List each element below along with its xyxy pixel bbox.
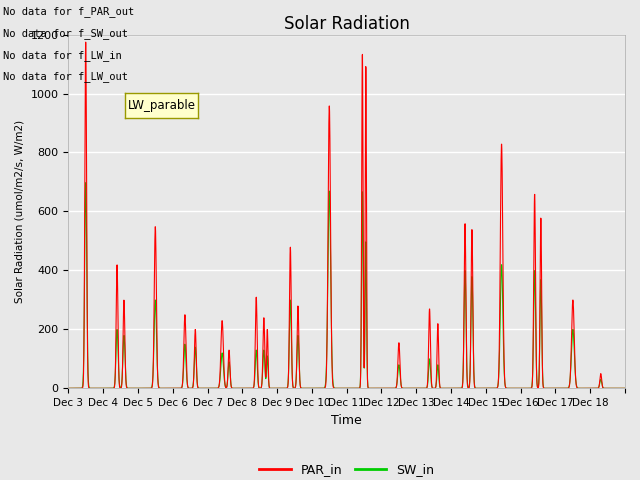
Line: SW_in: SW_in (68, 183, 625, 388)
Text: No data for f_LW_in: No data for f_LW_in (3, 49, 122, 60)
PAR_in (536, 283, 544, 288)
SW_in (82, 180, 90, 186)
SW_in (179, 381, 186, 387)
PAR_in (615, 385, 623, 391)
PAR_in (419, 385, 426, 391)
PAR_in (621, 385, 629, 391)
Legend: PAR_in, SW_in: PAR_in, SW_in (254, 458, 439, 480)
Text: No data for f_LW_out: No data for f_LW_out (3, 71, 128, 82)
PAR_in (82, 39, 90, 45)
Text: No data for f_SW_out: No data for f_SW_out (3, 28, 128, 39)
Text: LW_parable: LW_parable (127, 98, 196, 112)
SW_in (419, 385, 426, 391)
Y-axis label: Solar Radiation (umol/m2/s, W/m2): Solar Radiation (umol/m2/s, W/m2) (15, 120, 25, 303)
Line: PAR_in: PAR_in (68, 42, 625, 388)
SW_in (503, 385, 511, 391)
PAR_in (503, 385, 511, 391)
PAR_in (65, 385, 72, 391)
PAR_in (467, 278, 475, 284)
SW_in (615, 385, 623, 391)
SW_in (65, 385, 72, 391)
PAR_in (179, 380, 186, 386)
Text: No data for f_PAR_out: No data for f_PAR_out (3, 6, 134, 17)
Title: Solar Radiation: Solar Radiation (284, 15, 410, 33)
X-axis label: Time: Time (332, 414, 362, 427)
SW_in (536, 312, 544, 318)
SW_in (467, 303, 475, 309)
SW_in (621, 385, 629, 391)
